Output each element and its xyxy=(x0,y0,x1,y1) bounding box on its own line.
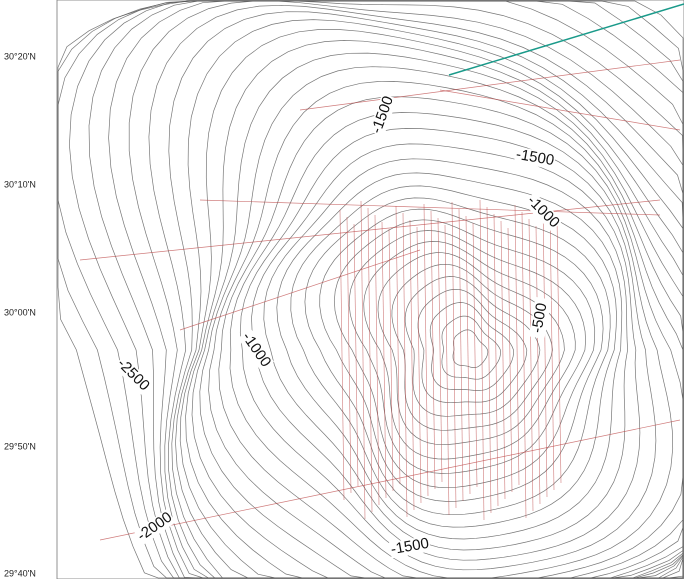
track xyxy=(381,221,387,499)
contour xyxy=(57,0,684,579)
track xyxy=(402,212,408,518)
contour xyxy=(377,252,565,446)
label-backdrop xyxy=(134,508,176,546)
latitude-label: 30°00'N xyxy=(4,307,36,317)
track xyxy=(409,219,415,511)
track xyxy=(416,226,422,504)
track xyxy=(99,419,681,541)
track xyxy=(423,203,429,497)
track xyxy=(451,201,457,509)
contour xyxy=(391,263,553,431)
track xyxy=(430,210,436,490)
pointer-line xyxy=(448,3,684,76)
label-backdrop xyxy=(237,329,275,371)
track xyxy=(535,225,541,505)
track xyxy=(556,216,562,484)
label-backdrop xyxy=(528,296,552,340)
contour xyxy=(290,185,617,528)
track xyxy=(528,218,534,512)
contour xyxy=(429,302,514,391)
label-backdrop xyxy=(523,192,563,232)
latitude-label: 29°40'N xyxy=(4,568,36,578)
contour-label: -1500 xyxy=(390,535,431,558)
track xyxy=(353,223,359,487)
track xyxy=(479,199,485,521)
label-backdrop xyxy=(513,146,557,170)
track xyxy=(299,59,681,111)
track xyxy=(374,214,380,506)
contour xyxy=(208,81,684,579)
label-backdrop xyxy=(388,535,432,559)
latitude-label: 30°20'N xyxy=(4,51,36,61)
contour xyxy=(239,128,657,571)
track xyxy=(346,216,352,494)
track xyxy=(367,207,373,513)
track xyxy=(360,200,366,520)
contour-label: -500 xyxy=(528,302,550,335)
track xyxy=(395,205,401,485)
contour xyxy=(333,219,596,489)
track xyxy=(514,204,520,486)
contour xyxy=(218,96,684,579)
track xyxy=(199,199,661,216)
label-backdrop xyxy=(113,355,153,395)
track xyxy=(507,227,513,493)
track xyxy=(486,206,492,514)
track xyxy=(465,215,471,495)
contour xyxy=(263,158,628,551)
contour xyxy=(363,241,576,460)
track xyxy=(439,89,681,131)
track xyxy=(500,220,506,500)
track xyxy=(437,217,443,483)
contour-lines xyxy=(57,0,684,579)
track xyxy=(493,213,499,507)
track xyxy=(339,209,345,501)
track xyxy=(472,222,478,488)
contour xyxy=(304,197,611,516)
track xyxy=(79,199,661,261)
contour xyxy=(441,315,501,380)
label-backdrop xyxy=(368,93,398,137)
track xyxy=(444,224,450,516)
contour xyxy=(276,172,623,540)
latitude-label: 29°50'N xyxy=(4,441,36,451)
contour xyxy=(229,112,674,579)
contour-label: -1500 xyxy=(515,146,556,169)
track xyxy=(179,249,421,331)
map-frame xyxy=(56,0,684,579)
track xyxy=(388,228,394,492)
track xyxy=(458,208,464,502)
track xyxy=(521,211,527,519)
track xyxy=(549,209,555,491)
contour xyxy=(404,276,541,417)
latitude-label: 30°10'N xyxy=(4,179,36,189)
survey-tracks xyxy=(79,59,681,541)
contour xyxy=(319,208,604,502)
